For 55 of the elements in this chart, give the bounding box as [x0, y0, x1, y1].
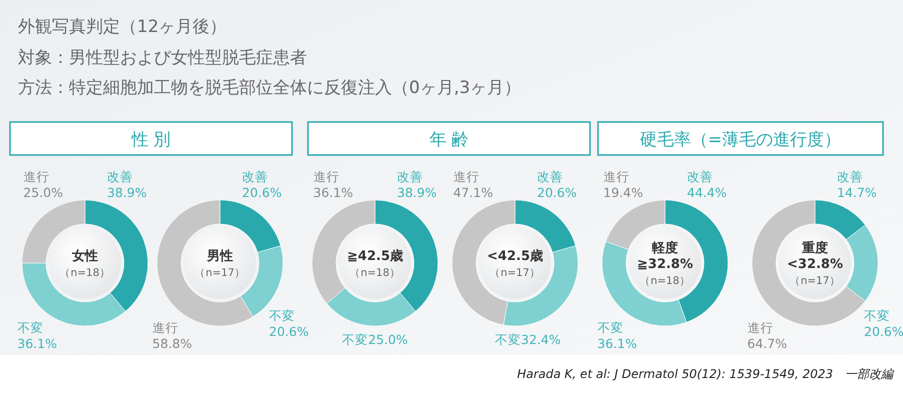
data-label: 20.6%: [537, 185, 577, 200]
slice-label: 進行: [23, 169, 50, 184]
slice-label: 進行: [603, 169, 630, 184]
data-label: 36.1%: [597, 336, 638, 351]
data-label: 38.9%: [397, 185, 437, 200]
data-label: 20.6%: [864, 324, 903, 339]
slice-label: 不変: [17, 320, 44, 335]
text: 外観写真判定（12ヶ月後）: [18, 17, 227, 37]
slice-label: 不変: [864, 308, 890, 323]
slice-label: 改善: [242, 169, 268, 184]
data-label: 25.0%: [23, 185, 64, 200]
text: <42.5歳: [487, 249, 543, 264]
text: 軽度: [651, 240, 678, 256]
slice-label: 改善: [537, 169, 563, 184]
data-label: 20.6%: [269, 324, 309, 339]
text: 方法：特定細胞加工物を脱毛部位全体に反復注入（0ヶ月,3ヶ月）: [18, 78, 522, 98]
slice-label: 改善: [837, 169, 863, 184]
slice-label: 進行: [747, 320, 774, 335]
data-label: 47.1%: [453, 185, 494, 200]
data-label: 38.9%: [107, 185, 147, 200]
data-label: 36.1%: [17, 336, 58, 351]
slice-label: 不変: [269, 308, 295, 323]
data-label: 14.7%: [837, 185, 877, 200]
text: 対象：男性型および女性型脱毛症患者: [18, 48, 307, 68]
data-label: 36.1%: [313, 185, 354, 200]
text: 性 別: [130, 130, 171, 150]
text: ≧32.8%: [637, 257, 693, 272]
slice-label: 進行: [453, 169, 480, 184]
slice-label: 不変32.4%: [495, 332, 561, 347]
text: 女性: [71, 249, 98, 264]
slice-label: 改善: [687, 169, 713, 184]
text: 硬毛率（=薄毛の進行度）: [640, 130, 842, 150]
slice-label: 進行: [152, 320, 178, 335]
text: 男性: [206, 249, 233, 264]
text: （n=17）: [790, 275, 840, 287]
slice-label: 不変25.0%: [342, 332, 408, 347]
data-label: 64.7%: [747, 336, 788, 351]
text: 年 齢: [429, 130, 469, 150]
slice-label: 改善: [397, 169, 423, 184]
text: Harada K, et al: J Dermatol 50(12): 1539-1549, 2023 一部改編: [517, 367, 895, 381]
data-label: 44.4%: [687, 185, 727, 200]
text: （n=18）: [60, 267, 110, 279]
slice-label: 進行: [313, 169, 340, 184]
data-label: 58.8%: [152, 336, 192, 351]
data-label: 20.6%: [242, 185, 282, 200]
text: （n=17）: [490, 267, 540, 279]
text: 重度: [801, 240, 828, 256]
slice-label: 不変: [597, 320, 624, 335]
text: <32.8%: [787, 257, 843, 272]
text: （n=18）: [640, 275, 690, 287]
slice-label: 改善: [107, 169, 133, 184]
text: （n=17）: [194, 267, 246, 279]
data-label: 19.4%: [603, 185, 644, 200]
text: （n=18）: [350, 267, 400, 279]
text: ≧42.5歳: [347, 249, 403, 264]
